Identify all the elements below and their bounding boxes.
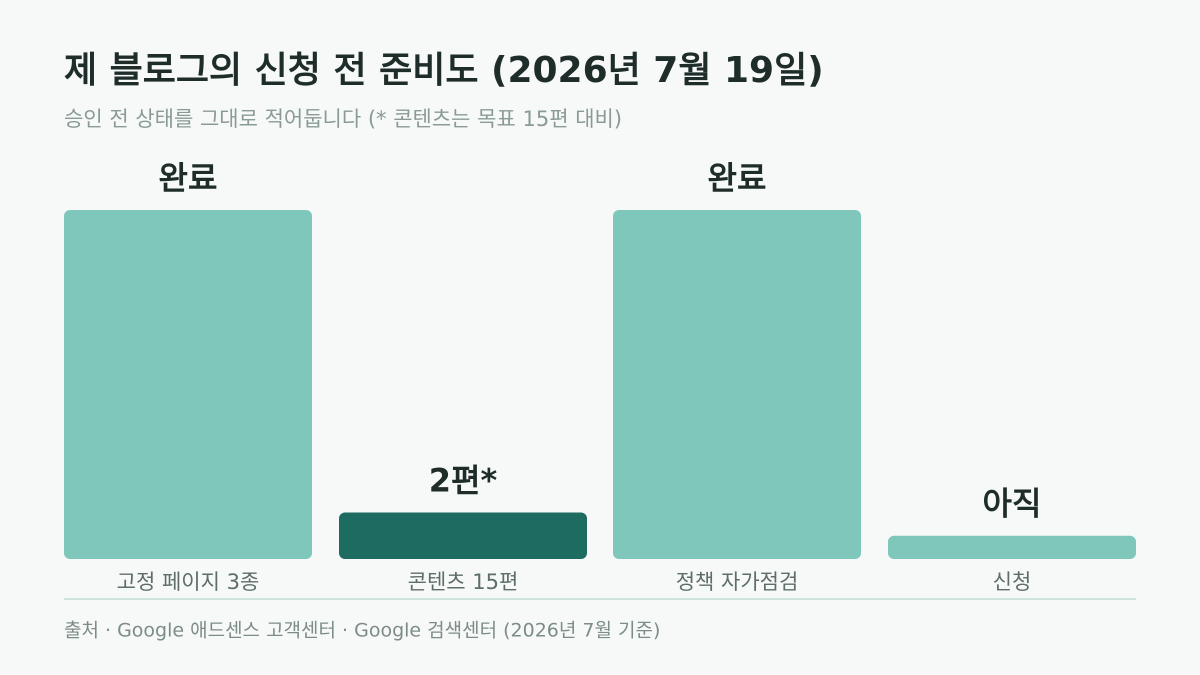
- x-tick-label: 콘텐츠 15편: [408, 570, 519, 594]
- value-label: 완료: [159, 159, 218, 197]
- value-label: 아직: [983, 485, 1042, 523]
- value-label: 완료: [708, 159, 767, 197]
- x-tick-label: 고정 페이지 3종: [117, 570, 260, 594]
- chart-title: 제 블로그의 신청 전 준비도 (2026년 7월 19일): [64, 50, 824, 91]
- bar: [888, 535, 1136, 559]
- bar: [613, 210, 861, 559]
- bar: [339, 512, 587, 559]
- source-note: 출처 · Google 애드센스 고객센터 · Google 검색센터 (202…: [64, 620, 660, 642]
- x-tick-label: 신청: [993, 570, 1032, 594]
- bar: [64, 210, 312, 559]
- chart-subtitle: 승인 전 상태를 그대로 적어둡니다 (* 콘텐츠는 목표 15편 대비): [64, 107, 622, 131]
- value-label: 2편*: [429, 461, 498, 499]
- x-tick-label: 정책 자가점검: [676, 570, 799, 594]
